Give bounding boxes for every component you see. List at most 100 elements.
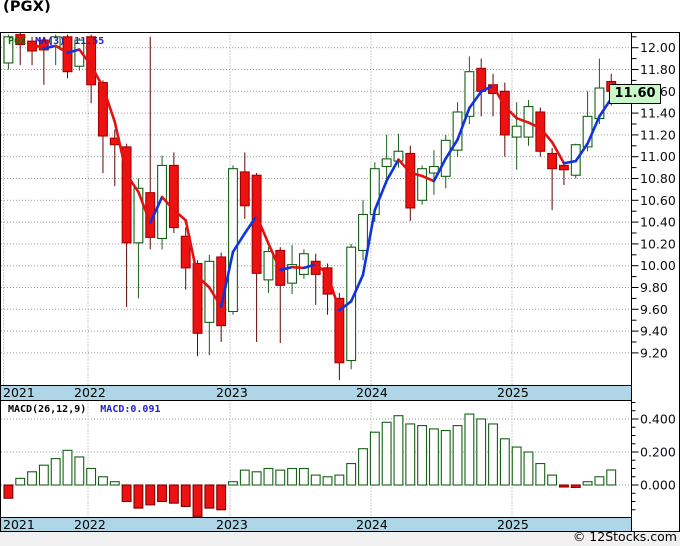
- candle-body: [180, 235, 191, 269]
- footer-strip: [0, 531, 680, 546]
- year-band-middle: [0, 385, 632, 401]
- price-axis: 12.0011.8011.6011.4011.2011.0010.8010.60…: [631, 36, 676, 360]
- macd-bar-positive: [298, 467, 309, 486]
- macd-bar-negative: [145, 484, 156, 506]
- price-legend: PGX MA(3) 11.55: [8, 36, 104, 47]
- macd-bar-positive: [239, 469, 250, 486]
- macd-bar-positive: [50, 458, 61, 486]
- candle-body: [499, 90, 510, 136]
- macd-bar-positive: [582, 481, 593, 486]
- macd-gridlines: [1, 400, 632, 518]
- price-axis-label: 10.00: [640, 258, 676, 273]
- macd-bar-positive: [15, 477, 26, 486]
- candle-body: [428, 165, 439, 174]
- ma3-segment: [479, 84, 495, 93]
- year-band-bottom: [0, 517, 632, 532]
- price-axis-label: 9.80: [640, 280, 668, 295]
- macd-bar-positive: [358, 448, 368, 486]
- macd-bar-negative: [216, 484, 227, 511]
- price-axis-label: 11.40: [640, 106, 676, 121]
- ma3-segment: [527, 121, 542, 130]
- ma3-segment: [290, 265, 306, 270]
- macd-axis-label: 0.000: [640, 478, 676, 493]
- macd-bar-positive: [275, 469, 286, 486]
- macd-bar-negative: [168, 484, 179, 504]
- legend-ma-value: 11.55: [74, 36, 105, 47]
- ma3-segment: [562, 159, 578, 165]
- ma3-segment: [326, 272, 341, 312]
- candle-body: [74, 39, 85, 67]
- ma3-segment: [66, 48, 81, 55]
- legend-symbol: PGX: [8, 36, 27, 47]
- ma3-segment: [515, 116, 530, 124]
- macd-bar-positive: [334, 474, 345, 486]
- macd-bar-positive: [428, 428, 439, 486]
- ma3-segment: [255, 214, 270, 245]
- macd-bar-positive: [228, 481, 238, 486]
- ma3-segment: [338, 300, 353, 312]
- ma3-segment: [208, 286, 223, 309]
- candle-body: [168, 164, 179, 229]
- macd-bar-positive: [86, 467, 97, 486]
- ma3-segment: [184, 218, 199, 278]
- ma3-segment: [503, 105, 518, 120]
- ma3-segment: [148, 195, 164, 225]
- macd-bar-negative: [204, 484, 215, 509]
- ma3-segment: [550, 140, 566, 165]
- macd-bar-negative: [558, 484, 569, 488]
- candle-body: [15, 34, 26, 45]
- macd-bar-positive: [109, 481, 120, 486]
- ma3-segment: [408, 171, 424, 178]
- ma3-line: [30, 42, 613, 312]
- candle-body: [476, 67, 487, 92]
- ma3-segment: [196, 274, 211, 289]
- candle-body: [239, 171, 250, 207]
- ma3-segment: [314, 262, 329, 276]
- candle-body: [287, 264, 298, 284]
- ma3-segment: [468, 90, 483, 110]
- macd-bar-positive: [476, 418, 487, 486]
- legend-macd-value: MACD:0.091: [100, 404, 161, 415]
- macd-histogram: [3, 413, 617, 517]
- candle-body: [62, 36, 73, 73]
- candle-body: [511, 125, 522, 138]
- macd-bar-negative: [3, 484, 14, 499]
- price-axis-label: 10.20: [640, 236, 676, 251]
- ma3-segment: [160, 195, 176, 212]
- ma3-segment: [78, 48, 93, 67]
- candle-body: [547, 152, 558, 170]
- macd-legend: MACD(26,12,9) MACD:0.091: [8, 404, 161, 415]
- ma3-segment: [278, 265, 294, 272]
- ma3-segment: [231, 232, 247, 254]
- price-axis-label: 9.60: [640, 302, 668, 317]
- ma3-segment: [125, 173, 140, 194]
- ma3-segment: [385, 158, 400, 182]
- macd-axis-label: 0.200: [640, 445, 676, 460]
- macd-bar-positive: [405, 423, 416, 486]
- copyright-link[interactable]: © 12Stocks.com: [572, 529, 677, 544]
- macd-bar-positive: [594, 476, 605, 486]
- ma3-segment: [243, 214, 258, 235]
- macd-bar-positive: [346, 462, 357, 486]
- candle-body: [228, 168, 238, 313]
- ma3-segment: [42, 44, 57, 50]
- macd-bar-negative: [570, 484, 581, 489]
- ma3-segment: [397, 158, 412, 174]
- ma3-segment: [349, 273, 365, 303]
- price-axis-label: 9.40: [640, 324, 668, 339]
- macd-bar-positive: [369, 431, 380, 486]
- price-axis-label: 10.40: [640, 215, 676, 230]
- macd-bar-negative: [157, 484, 168, 503]
- candle-body: [464, 71, 475, 117]
- ma3-segment: [432, 157, 448, 183]
- price-axis-label: 9.20: [640, 345, 668, 360]
- macd-bar-positive: [523, 451, 534, 486]
- macd-bar-positive: [263, 467, 274, 486]
- candle-body: [405, 152, 416, 209]
- candle-body: [3, 36, 14, 64]
- macd-bar-positive: [440, 429, 451, 486]
- candle-body: [133, 187, 144, 244]
- ma3-segment: [456, 106, 471, 141]
- legend-ma-label: MA(3): [35, 36, 66, 47]
